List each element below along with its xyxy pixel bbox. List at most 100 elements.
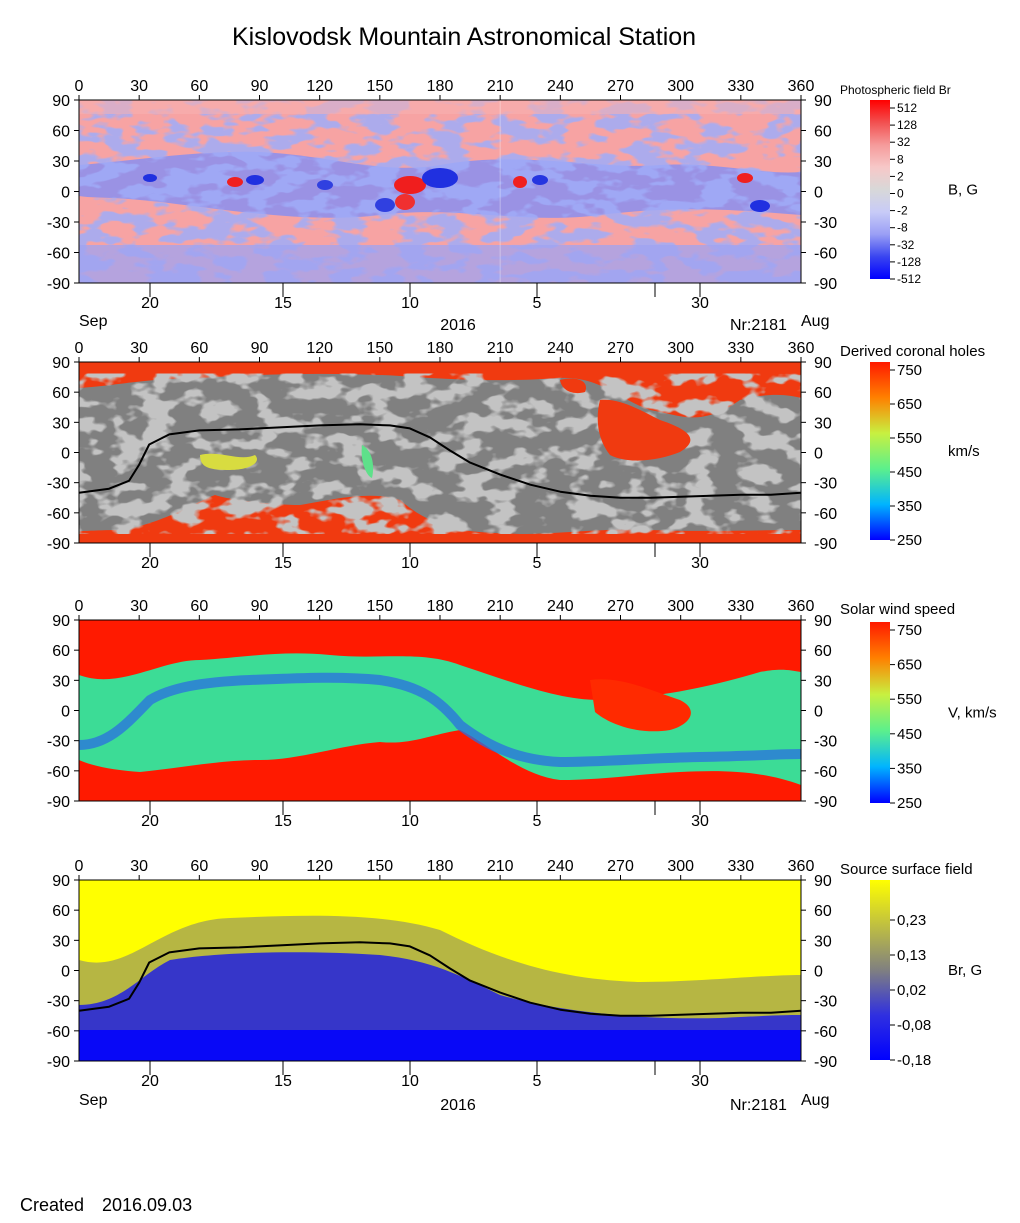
- active-region-positive: [227, 177, 243, 187]
- active-region-negative: [532, 175, 548, 185]
- x-tick-label: 60: [190, 340, 208, 357]
- colorbar: [870, 100, 890, 279]
- y-tick-label: -60: [47, 764, 70, 781]
- y-tick-label: -30: [814, 215, 837, 232]
- active-region-positive: [513, 176, 527, 188]
- panel-photospheric: [79, 100, 801, 283]
- colorbar-tick-label: 512: [897, 101, 917, 115]
- date-tick-label: 10: [401, 1073, 419, 1090]
- colorbar-tick-label: 32: [897, 135, 911, 149]
- active-region-positive: [737, 173, 753, 183]
- x-tick-label: 150: [366, 78, 393, 95]
- panel-source-surface: [79, 880, 801, 1061]
- date-tick-label: 15: [274, 295, 292, 312]
- y-tick-label: -90: [814, 276, 837, 293]
- x-tick-label: 300: [667, 858, 694, 875]
- date-tick-label: 20: [141, 813, 159, 830]
- colorbar: [870, 880, 890, 1060]
- y-tick-label: 0: [814, 704, 823, 721]
- x-tick-label: 210: [487, 340, 514, 357]
- x-tick-label: 90: [251, 78, 269, 95]
- colorbar-unit: Br, G: [948, 962, 982, 979]
- x-tick-label: 30: [130, 78, 148, 95]
- x-tick-label: 150: [366, 858, 393, 875]
- date-tick-label: 15: [274, 555, 292, 572]
- colorbar-title: Photospheric field Br: [840, 83, 951, 97]
- x-tick-label: 240: [547, 858, 574, 875]
- colorbar-tick-label: 550: [897, 430, 922, 447]
- active-region-negative: [422, 168, 458, 188]
- colorbar-tick-label: 550: [897, 691, 922, 708]
- x-tick-label: 240: [547, 598, 574, 615]
- y-tick-label: 0: [61, 704, 70, 721]
- x-tick-label: 0: [75, 858, 84, 875]
- y-tick-label: -90: [47, 1054, 70, 1071]
- y-tick-label: -90: [814, 536, 837, 553]
- y-tick-label: -30: [814, 994, 837, 1011]
- y-tick-label: 90: [52, 355, 70, 372]
- y-tick-label: 60: [814, 124, 832, 141]
- colorbar-tick-label: -2: [897, 204, 908, 218]
- colorbar-title: Derived coronal holes: [840, 343, 985, 360]
- y-tick-label: 30: [52, 933, 70, 950]
- date-tick-label: 10: [401, 295, 419, 312]
- date-tick-label: 20: [141, 295, 159, 312]
- x-tick-label: 180: [427, 78, 454, 95]
- x-tick-label: 300: [667, 598, 694, 615]
- x-tick-label: 90: [251, 858, 269, 875]
- colorbar-tick-label: 450: [897, 726, 922, 743]
- y-tick-label: 30: [814, 415, 832, 432]
- x-tick-label: 300: [667, 340, 694, 357]
- active-region-positive: [394, 176, 426, 194]
- x-tick-label: 360: [788, 598, 815, 615]
- y-tick-label: -60: [814, 506, 837, 523]
- x-tick-label: 180: [427, 858, 454, 875]
- neutral-line: [78, 941, 802, 1017]
- y-tick-label: 30: [52, 154, 70, 171]
- x-tick-label: 150: [366, 598, 393, 615]
- date-tick-label: 20: [141, 1073, 159, 1090]
- date-tick-label: 20: [141, 555, 159, 572]
- y-tick-label: 60: [814, 643, 832, 660]
- x-tick-label: 240: [547, 340, 574, 357]
- x-tick-label: 330: [727, 858, 754, 875]
- fast-wind-region: [590, 679, 691, 732]
- panel-solar-wind: [78, 620, 802, 801]
- colorbar-tick-label: 0,23: [897, 912, 926, 929]
- x-tick-label: 30: [130, 598, 148, 615]
- x-tick-label: 210: [487, 858, 514, 875]
- y-tick-label: 60: [52, 385, 70, 402]
- x-tick-label: 180: [427, 340, 454, 357]
- month-label-sep: Sep: [79, 313, 108, 330]
- date-tick-label: 15: [274, 813, 292, 830]
- x-tick-label: 120: [306, 858, 333, 875]
- x-tick-label: 180: [427, 598, 454, 615]
- colorbar-tick-label: 0: [897, 187, 904, 201]
- x-tick-label: 240: [547, 78, 574, 95]
- colorbar-unit: V, km/s: [948, 705, 997, 722]
- date-tick-label: 5: [533, 295, 542, 312]
- photospheric-north-pole-band: [79, 100, 801, 114]
- x-tick-label: 270: [607, 340, 634, 357]
- colorbar-title: Solar wind speed: [840, 601, 955, 618]
- y-tick-label: -60: [47, 506, 70, 523]
- y-tick-label: 60: [814, 903, 832, 920]
- created-date: 2016.09.03: [102, 1195, 192, 1215]
- y-tick-label: -60: [47, 246, 70, 263]
- figure-title: Kislovodsk Mountain Astronomical Station: [232, 23, 696, 51]
- source-surface-south-pole-band: [79, 1030, 801, 1061]
- x-tick-label: 360: [788, 858, 815, 875]
- date-tick-label: 5: [533, 555, 542, 572]
- colorbar-tick-label: 250: [897, 532, 922, 549]
- y-tick-label: -30: [47, 476, 70, 493]
- colorbar-tick-label: 450: [897, 464, 922, 481]
- year-label: 2016: [440, 1097, 476, 1114]
- y-tick-label: 90: [52, 613, 70, 630]
- year-label: 2016: [440, 317, 476, 334]
- x-tick-label: 360: [788, 78, 815, 95]
- y-tick-label: 90: [814, 93, 832, 110]
- active-region-negative: [750, 200, 770, 212]
- y-tick-label: -60: [47, 1024, 70, 1041]
- month-label-aug: Aug: [801, 313, 829, 330]
- colorbar-tick-label: 0,13: [897, 947, 926, 964]
